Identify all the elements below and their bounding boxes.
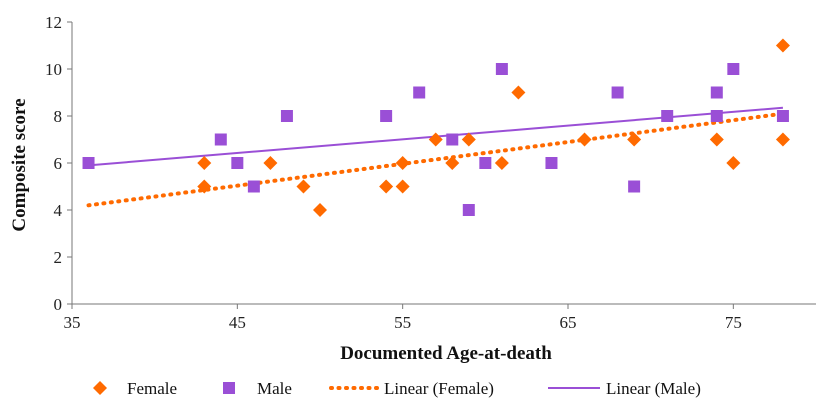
female-point <box>197 156 212 170</box>
y-axis-title: Composite score <box>9 98 30 231</box>
male-point <box>446 133 459 146</box>
male-point <box>413 86 426 99</box>
female-point <box>445 156 460 170</box>
female-point <box>428 132 443 147</box>
female-point <box>313 203 327 217</box>
female-point <box>379 179 394 194</box>
x-tick-label: 35 <box>64 313 81 332</box>
male-point <box>462 204 475 216</box>
legend-linear-male-label: Linear (Male) <box>606 379 701 398</box>
female-point <box>709 132 724 147</box>
female-point <box>395 179 410 194</box>
male-point <box>727 63 740 75</box>
x-tick-label: 75 <box>725 313 742 332</box>
male-point <box>710 110 723 122</box>
male-point <box>247 180 260 193</box>
male-point <box>545 157 558 169</box>
trendline-female <box>86 111 785 208</box>
axes <box>71 22 816 305</box>
female-point <box>494 156 509 170</box>
y-tick-label: 10 <box>45 60 62 79</box>
y-tick-label: 2 <box>54 248 63 267</box>
y-tick-label: 12 <box>45 13 62 32</box>
trendlines <box>86 106 785 208</box>
legend-female-marker <box>93 381 107 395</box>
legend: Female Male Linear (Female) Linear (Male) <box>93 379 701 398</box>
y-tick-label: 4 <box>54 201 63 220</box>
female-point <box>775 38 790 53</box>
female-point <box>395 156 410 170</box>
female-point <box>775 132 790 147</box>
y-tick-label: 6 <box>54 154 63 173</box>
x-tick-label: 45 <box>229 313 246 332</box>
male-point <box>231 157 244 169</box>
female-point <box>296 179 311 194</box>
x-tick-label: 65 <box>560 313 577 332</box>
female-point <box>511 85 526 100</box>
x-axis-title: Documented Age-at-death <box>340 343 552 364</box>
female-point <box>197 179 212 194</box>
male-point <box>479 157 492 169</box>
male-point <box>628 180 641 193</box>
y-tick-label: 8 <box>54 107 63 126</box>
female-point <box>726 156 741 170</box>
y-tick-label: 0 <box>54 295 63 314</box>
male-point <box>280 110 293 122</box>
tick-labels: 0 2 4 6 8 10 12 35 45 55 65 75 <box>45 13 742 332</box>
male-point <box>495 63 508 75</box>
male-point <box>82 157 95 169</box>
x-tick-label: 55 <box>394 313 411 332</box>
male-point <box>214 133 227 146</box>
legend-male-label: Male <box>257 379 292 398</box>
legend-female-label: Female <box>127 379 177 398</box>
male-point <box>776 110 789 122</box>
female-point <box>263 156 278 170</box>
female-point <box>577 132 592 147</box>
female-point <box>627 132 642 147</box>
male-point <box>611 86 624 99</box>
female-point <box>461 132 476 147</box>
male-point <box>380 110 393 122</box>
male-point <box>661 110 674 122</box>
legend-male-marker <box>223 382 235 394</box>
male-point <box>710 86 723 99</box>
legend-linear-female-label: Linear (Female) <box>384 379 494 398</box>
data-points <box>82 38 790 217</box>
